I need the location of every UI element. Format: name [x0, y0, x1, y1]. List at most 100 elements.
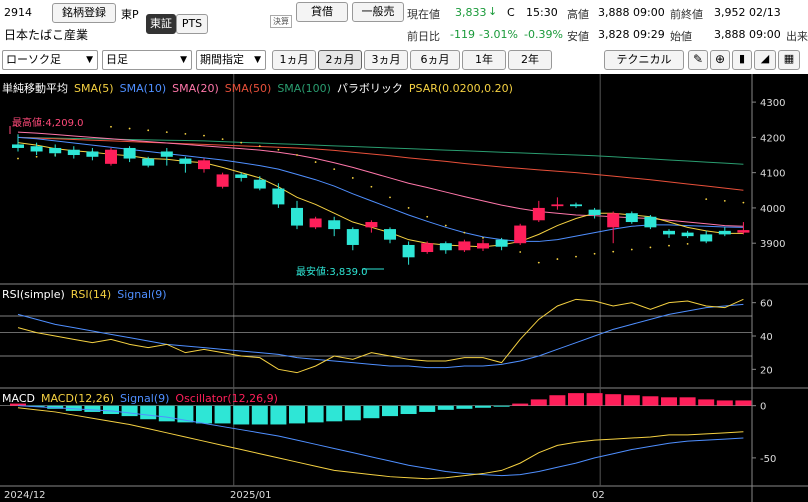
rsi-signal-line	[17, 303, 744, 369]
oscillator-bar	[512, 403, 529, 406]
low-label: 安値	[567, 30, 589, 43]
candle-body	[30, 146, 43, 152]
exchange-label: 東P	[121, 8, 139, 21]
oscillator-bar	[437, 405, 454, 410]
macd-line	[17, 407, 744, 480]
oscillator-bar	[158, 405, 175, 422]
range-1m-button[interactable]: 1ヵ月	[272, 50, 316, 70]
oscillator-bar	[140, 405, 157, 420]
oscillator-bar	[121, 405, 138, 417]
candle-body	[588, 209, 601, 215]
candle-body	[495, 239, 508, 247]
register-button[interactable]: 銘柄登録	[52, 3, 116, 23]
candle-body	[49, 147, 62, 154]
psar-dot	[407, 207, 410, 209]
psar-dot	[649, 246, 652, 249]
candle-body	[402, 244, 415, 258]
psar-dot	[240, 141, 243, 144]
settings-icon[interactable]: ▦	[778, 50, 800, 70]
chevron-down-icon: ▼	[254, 55, 261, 65]
candle-body	[309, 218, 322, 228]
main-legend: 単純移動平均 SMA(5) SMA(10) SMA(20) SMA(50) SMA(100…	[2, 80, 519, 96]
rsi-tick-label: 20	[760, 365, 773, 376]
macd-signal-line	[17, 405, 744, 477]
range-1y-button[interactable]: 1年	[462, 50, 506, 70]
chart-type-select[interactable]: ローソク足 ▼	[2, 50, 98, 70]
low-pct: -0.39%	[524, 28, 563, 41]
psar-dot	[184, 132, 187, 135]
candle-body	[514, 225, 527, 244]
candle-body	[384, 229, 396, 240]
candle-body	[421, 243, 434, 253]
company-name: 日本たばこ産業	[4, 28, 89, 42]
candle-body	[142, 158, 155, 166]
candle-body	[160, 151, 173, 157]
legend-rsi-signal: Signal(9)	[117, 288, 167, 301]
range-3m-button[interactable]: 3ヵ月	[364, 50, 408, 70]
oscillator-bar	[716, 400, 733, 406]
area-chart-icon[interactable]: ◢	[754, 50, 776, 70]
general-sell-button[interactable]: 一般売	[352, 2, 404, 22]
psar-dot	[444, 224, 447, 227]
candle-body	[253, 179, 266, 189]
candle-body	[458, 241, 471, 251]
price-tick-label: 4000	[760, 204, 785, 215]
oscillator-bar	[530, 399, 547, 406]
period-type-select[interactable]: 日足 ▼	[102, 50, 192, 70]
tab-tosho[interactable]: 東証	[146, 14, 176, 34]
sma5-line	[17, 142, 744, 248]
oscillator-bar	[103, 405, 119, 415]
oscillator-bar	[419, 405, 436, 412]
range-6m-button[interactable]: 6ヵ月	[410, 50, 460, 70]
macd-tick-label: -50	[760, 454, 776, 465]
lending-button[interactable]: 貸借	[296, 2, 348, 22]
candle-body	[365, 222, 378, 228]
range-2y-button[interactable]: 2年	[508, 50, 552, 70]
psar-dot	[35, 155, 38, 158]
high-label: 高値	[567, 8, 589, 21]
zoom-icon[interactable]: ⊕	[710, 50, 730, 70]
psar-dot	[630, 248, 633, 251]
open-label: 始値	[670, 30, 692, 43]
oscillator-bar	[475, 405, 491, 408]
chart-area[interactable]: 4300 4200 4100 4000 3900 60 40 20 0 -50 2024/12 202…	[0, 74, 808, 502]
legend-oscillator: Oscillator(12,26,9)	[175, 392, 278, 405]
oscillator-bar	[10, 403, 26, 406]
candle-body	[570, 204, 582, 207]
range-mode-value: 期間指定	[200, 53, 244, 66]
technical-button[interactable]: テクニカル	[604, 50, 684, 70]
macd-legend: MACD MACD(12,26) Signal(9) Oscillator(12,26…	[2, 392, 284, 405]
range-2m-button[interactable]: 2ヵ月	[318, 50, 362, 70]
prev-close-label: 前終値	[670, 8, 703, 21]
candle-body	[718, 230, 731, 235]
pen-icon[interactable]: ✎	[688, 50, 708, 70]
sma10-line	[17, 136, 744, 242]
range-mode-select[interactable]: 期間指定 ▼	[196, 50, 266, 70]
psar-dot	[705, 198, 708, 201]
legend-sma10: SMA(10)	[119, 82, 167, 95]
bar-chart-icon[interactable]: ▮	[732, 50, 752, 70]
candle-body	[681, 232, 694, 237]
tab-pts[interactable]: PTS	[176, 14, 208, 34]
psar-dot	[519, 251, 522, 253]
candle-body	[625, 213, 638, 223]
psar-dot	[277, 148, 280, 151]
psar-dot	[575, 255, 577, 258]
psar-dot	[147, 129, 150, 132]
psar-dot	[165, 131, 168, 133]
psar-dot	[463, 231, 466, 234]
oscillator-bar	[568, 393, 584, 406]
psar-dot	[668, 244, 670, 247]
settlement-badge: 決算	[270, 15, 292, 28]
x-tick-label: 02	[592, 490, 605, 501]
oscillator-bar	[177, 405, 194, 423]
oscillator-bar	[214, 405, 231, 424]
candle-body	[105, 149, 117, 164]
psar-dot	[128, 127, 131, 130]
candle-body	[663, 230, 675, 235]
low-value: 3,828 09:29	[598, 28, 665, 41]
candle-body	[86, 151, 99, 157]
legend-rsi: RSI(14)	[70, 288, 112, 301]
psar-dot	[258, 145, 261, 148]
oscillator-bar	[698, 399, 715, 406]
